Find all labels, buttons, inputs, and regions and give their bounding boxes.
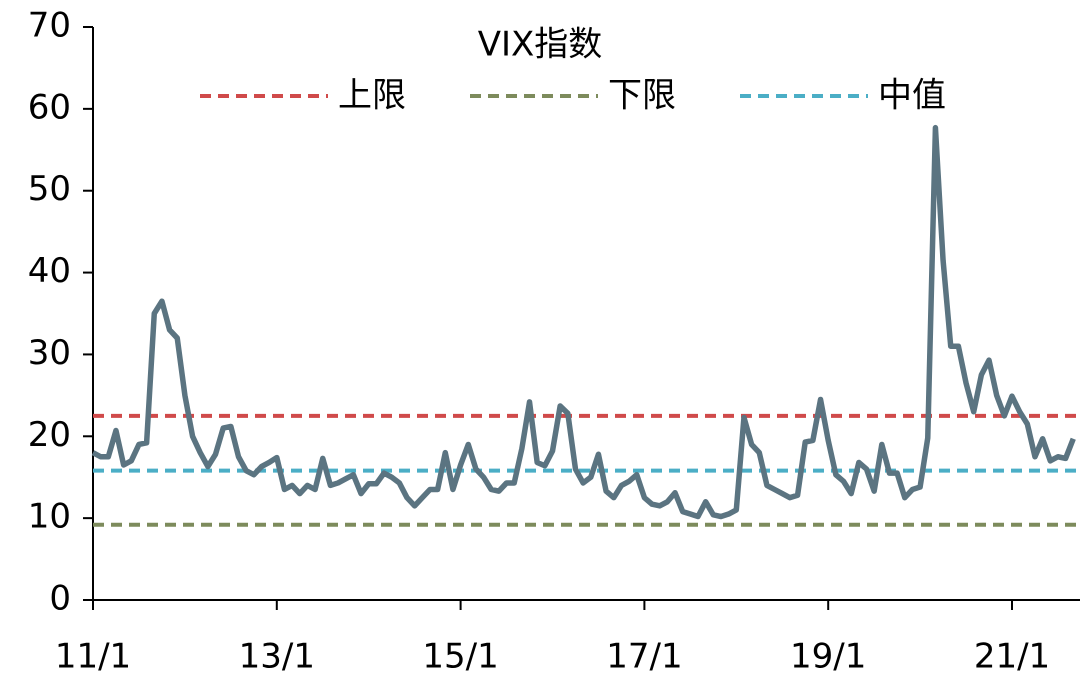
x-tick-label: 21/1	[974, 637, 1050, 677]
legend-label: 下限	[608, 76, 676, 116]
x-tick-label: 13/1	[239, 637, 315, 677]
data-line	[91, 124, 1076, 520]
x-tick-label: 15/1	[422, 637, 498, 677]
y-tick-label: 20	[28, 415, 71, 455]
y-tick-label: 50	[28, 169, 71, 209]
y-tick-label: 10	[28, 497, 71, 537]
y-tick-label: 40	[28, 251, 71, 291]
y-tick-label: 30	[28, 333, 71, 373]
y-tick-label: 60	[28, 87, 71, 127]
x-tick-label: 17/1	[606, 637, 682, 677]
legend-title: VIX指数	[478, 25, 603, 65]
y-tick-label: 0	[49, 579, 71, 619]
x-tick-label: 19/1	[790, 637, 866, 677]
legend-label: 中值	[878, 76, 946, 116]
y-tick-label: 70	[28, 6, 71, 46]
legend-label: 上限	[338, 76, 406, 116]
x-tick-label: 11/1	[55, 637, 131, 677]
